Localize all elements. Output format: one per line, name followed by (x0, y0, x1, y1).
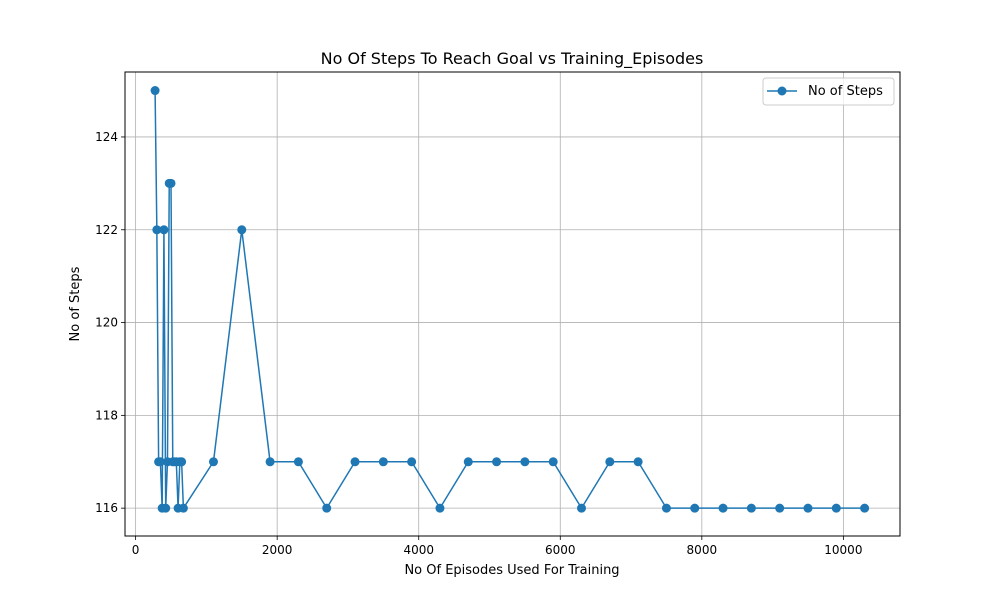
data-point (166, 178, 176, 188)
data-point (237, 225, 247, 235)
data-point (265, 457, 275, 467)
legend-frame (762, 77, 895, 106)
data-point (605, 457, 615, 467)
data-point (350, 457, 360, 467)
legend-marker-swatch (777, 86, 787, 96)
axis-ticks: 0 2000 4000 6000 8000 10000 116 118 120 122 124 (95, 130, 862, 557)
data-point (520, 457, 530, 467)
data-point (718, 503, 728, 513)
chart-title: No Of Steps To Reach Goal vs Training_Ep… (321, 49, 704, 69)
data-point (746, 503, 756, 513)
data-point (152, 225, 162, 235)
legend: No of Steps (762, 77, 895, 106)
data-point (661, 503, 671, 513)
data-point (577, 503, 587, 513)
data-point (407, 457, 417, 467)
y-tick-label: 122 (95, 223, 118, 237)
data-point (161, 503, 171, 513)
data-point (860, 503, 870, 513)
data-point (178, 503, 188, 513)
data-point (690, 503, 700, 513)
data-point (803, 503, 813, 513)
x-tick-label: 0 (132, 543, 140, 557)
y-axis-label: No of Steps (68, 266, 83, 341)
data-point (208, 457, 218, 467)
series-layer (150, 86, 870, 513)
legend-label: No of Steps (808, 84, 883, 99)
x-axis-label: No Of Episodes Used For Training (404, 563, 619, 578)
x-tick-label: 2000 (262, 543, 293, 557)
data-point (633, 457, 643, 467)
data-point (150, 86, 160, 96)
y-tick-label: 124 (95, 130, 118, 144)
y-tick-label: 116 (95, 501, 118, 515)
x-tick-label: 8000 (687, 543, 718, 557)
x-tick-label: 4000 (403, 543, 434, 557)
data-point (159, 225, 169, 235)
y-tick-label: 120 (95, 316, 118, 330)
data-point (775, 503, 785, 513)
data-point (548, 457, 558, 467)
data-point (155, 457, 165, 467)
plot-area (124, 71, 901, 537)
data-point (831, 503, 841, 513)
data-point (378, 457, 388, 467)
data-point (177, 457, 187, 467)
data-point (293, 457, 303, 467)
data-point (322, 503, 332, 513)
data-point (463, 457, 473, 467)
data-point (492, 457, 502, 467)
y-tick-label: 118 (95, 408, 118, 422)
data-point (435, 503, 445, 513)
x-tick-label: 6000 (545, 543, 576, 557)
x-tick-label: 10000 (824, 543, 862, 557)
